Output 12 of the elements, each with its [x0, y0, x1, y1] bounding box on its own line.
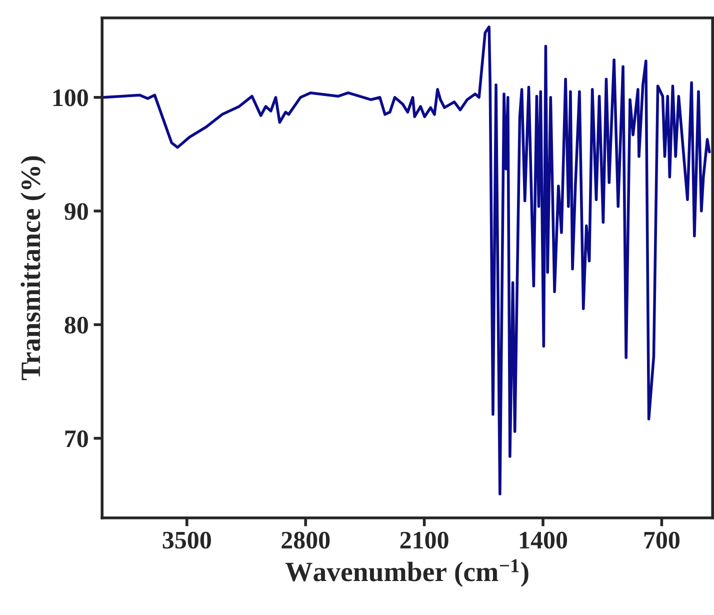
y-tick-label: 70	[65, 430, 88, 448]
x-tick-label: 1400	[520, 532, 568, 549]
x-tick-label: 2800	[282, 532, 330, 549]
y-tick-label: 80	[64, 316, 88, 334]
x-axis-title: Wavenumber (cm$^{−1}$)	[285, 559, 528, 587]
x-tick-label: 2100	[400, 532, 448, 549]
y-tick-label: 100	[53, 89, 88, 106]
y-tick-label: 90	[64, 203, 88, 220]
line-series	[102, 26, 711, 496]
y-axis-title: Transmittance (%)	[20, 156, 46, 380]
x-tick-label: 700	[644, 532, 680, 549]
x-tick-label: 3500	[162, 532, 211, 549]
